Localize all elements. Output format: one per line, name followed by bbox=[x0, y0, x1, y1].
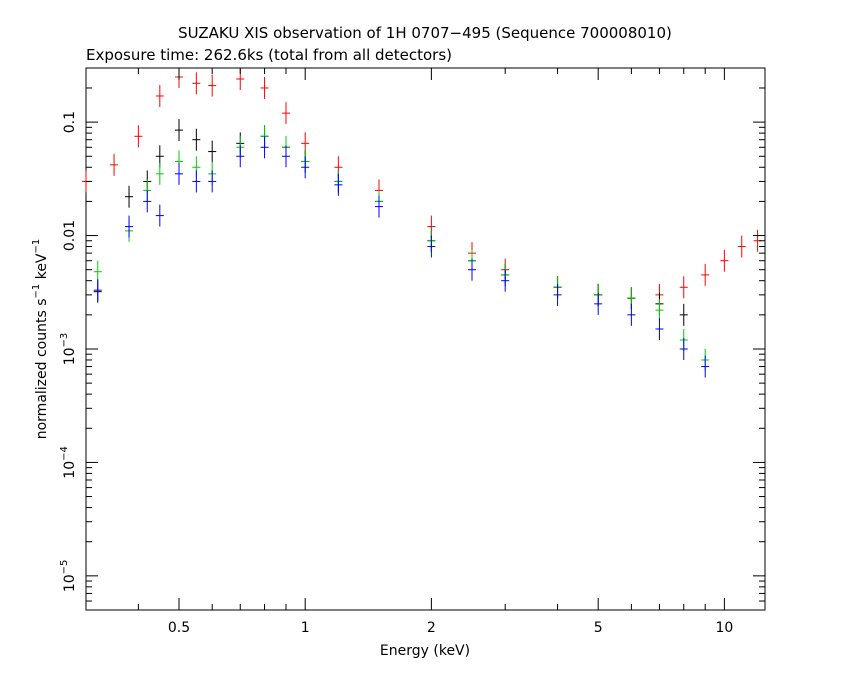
chart-title: SUZAKU XIS observation of 1H 0707−495 (S… bbox=[178, 24, 672, 42]
y-tick-label-base: 10 bbox=[62, 347, 78, 365]
y-axis-label: normalized counts s−1 keV−1 bbox=[31, 239, 50, 440]
y-tick-label-base: 0.1 bbox=[62, 111, 78, 133]
y-tick-label: 0.1 bbox=[62, 111, 78, 133]
series-0 bbox=[82, 68, 762, 310]
y-tick-label-base: 0.01 bbox=[62, 220, 78, 251]
series-layer bbox=[82, 68, 762, 378]
chart-subtitle: Exposure time: 262.6ks (total from all d… bbox=[86, 46, 452, 64]
y-tick-label: 10−5 bbox=[59, 560, 78, 593]
y-axis-label-mid: keV bbox=[34, 253, 50, 284]
y-axis-label-base: normalized counts s bbox=[34, 298, 50, 439]
y-tick-label-exp: −3 bbox=[59, 333, 70, 348]
y-tick-label: 10−4 bbox=[59, 446, 78, 479]
x-axis-label: Energy (keV) bbox=[380, 643, 470, 659]
y-tick-label: 10−3 bbox=[59, 333, 78, 366]
plot-frame bbox=[85, 67, 766, 611]
y-tick-label-base: 10 bbox=[62, 574, 78, 592]
series-2 bbox=[93, 125, 710, 371]
y-axis-label-exp2: −1 bbox=[31, 239, 42, 254]
x-tick-label: 2 bbox=[427, 620, 436, 636]
x-tick-label: 5 bbox=[594, 620, 603, 636]
series-3 bbox=[93, 136, 710, 378]
y-axis-label-exp1: −1 bbox=[31, 284, 42, 299]
y-tick-label-base: 10 bbox=[62, 461, 78, 479]
x-tick-label: 0.5 bbox=[168, 620, 190, 636]
y-tick-label: 0.01 bbox=[62, 220, 78, 251]
y-tick-label-exp: −4 bbox=[59, 446, 70, 461]
x-tick-label: 1 bbox=[301, 620, 310, 636]
x-tick-label: 10 bbox=[715, 620, 733, 636]
y-tick-label-exp: −5 bbox=[59, 560, 70, 575]
